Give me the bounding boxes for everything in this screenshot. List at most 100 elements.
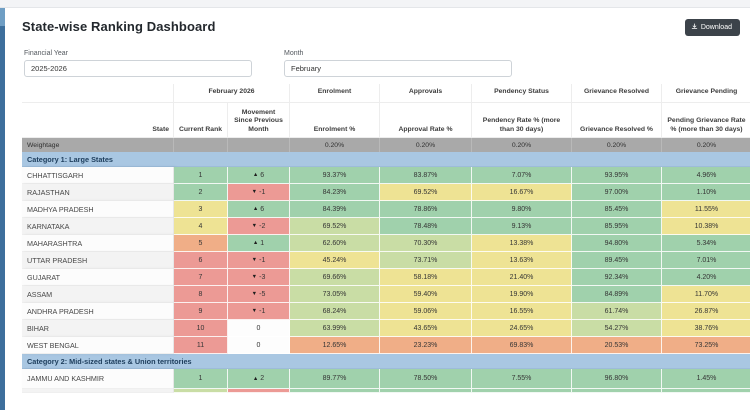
- category-header-row: Category 2: Mid-sized states & Union ter…: [22, 354, 750, 369]
- metric-cell: [290, 389, 380, 393]
- metric-cell: 83.87%: [380, 167, 472, 184]
- metric-cell: 84.23%: [290, 184, 380, 201]
- download-button[interactable]: Download: [684, 19, 740, 36]
- month-input[interactable]: [284, 60, 512, 77]
- metric-cell: 58.18%: [380, 269, 472, 286]
- state-row: BIHAR 10 0 63.99% 43.65% 24.65% 54.27% 38.76%: [22, 320, 750, 337]
- metric-cell: 13.38%: [472, 235, 572, 252]
- metric-cell: 93.95%: [572, 167, 662, 184]
- metric-cell: 73.71%: [380, 252, 472, 269]
- state-cell: ANDHRA PRADESH: [22, 303, 174, 320]
- metric-cell: 16.55%: [472, 303, 572, 320]
- metric-cell: 11.70%: [662, 286, 750, 303]
- state-row: MAHARASHTRA 5 ▲ 1 62.60% 70.30% 13.38% 94.80% 5.…: [22, 235, 750, 252]
- movement-cell: ▼ -3: [228, 269, 290, 286]
- state-cell: GUJARAT: [22, 269, 174, 286]
- movement-cell: 0: [228, 320, 290, 337]
- weightage-row: Weightage 0.20% 0.20% 0.20% 0.20% 0.20%: [22, 138, 750, 152]
- weightage-value: 0.20%: [380, 138, 472, 152]
- month-label: Month: [284, 50, 304, 57]
- state-row: WEST BENGAL 11 0 12.65% 23.23% 69.83% 20.53% 73…: [22, 337, 750, 354]
- group-header-pendency: Pendency Status: [472, 84, 572, 103]
- metric-cell: [174, 389, 228, 393]
- up-arrow-icon: ▲: [252, 375, 259, 382]
- metric-cell: 93.37%: [290, 167, 380, 184]
- col-header-state: State: [22, 103, 174, 138]
- page-title: State-wise Ranking Dashboard: [22, 19, 216, 34]
- metric-cell: 21.40%: [472, 269, 572, 286]
- metric-cell: 69.52%: [380, 184, 472, 201]
- rank-cell: 2: [174, 184, 228, 201]
- metric-cell: 13.63%: [472, 252, 572, 269]
- weightage-value: 0.20%: [472, 138, 572, 152]
- browser-chrome-strip: [0, 0, 750, 8]
- metric-cell: 9.80%: [472, 201, 572, 218]
- metric-cell: 5.34%: [662, 235, 750, 252]
- rank-cell: 1: [174, 369, 228, 389]
- weightage-empty: [174, 138, 228, 152]
- metric-cell: [380, 389, 472, 393]
- metric-cell: [662, 389, 750, 393]
- metric-cell: 20.53%: [572, 337, 662, 354]
- state-row: JAMMU AND KASHMIR 1 ▲ 2 89.77% 78.50% 7.55% 96.…: [22, 369, 750, 389]
- metric-cell: 45.24%: [290, 252, 380, 269]
- group-header-spacer: [22, 84, 174, 103]
- down-arrow-icon: ▼: [251, 189, 258, 195]
- metric-cell: 61.74%: [572, 303, 662, 320]
- metric-cell: 16.67%: [472, 184, 572, 201]
- down-arrow-icon: ▼: [251, 274, 258, 280]
- rank-cell: 3: [174, 201, 228, 218]
- state-cell: ASSAM: [22, 286, 174, 303]
- metric-cell: 59.06%: [380, 303, 472, 320]
- state-row: RAJASTHAN 2 ▼ -1 84.23% 69.52% 16.67% 97.00% 1.1…: [22, 184, 750, 201]
- metric-cell: 85.45%: [572, 201, 662, 218]
- month-group: Month: [284, 50, 512, 77]
- movement-cell: ▼ -1: [228, 252, 290, 269]
- rank-cell: 1: [174, 167, 228, 184]
- metric-cell: 84.39%: [290, 201, 380, 218]
- download-label: Download: [700, 24, 732, 31]
- metric-cell: 68.24%: [290, 303, 380, 320]
- down-arrow-icon: ▼: [251, 308, 258, 314]
- metric-cell: 70.30%: [380, 235, 472, 252]
- download-icon: [691, 23, 698, 32]
- metric-cell: 69.83%: [472, 337, 572, 354]
- metric-cell: 97.00%: [572, 184, 662, 201]
- movement-cell: ▼ -1: [228, 184, 290, 201]
- state-cell: MADHYA PRADESH: [22, 201, 174, 218]
- weightage-value: 0.20%: [290, 138, 380, 152]
- filter-bar: Financial Year Month: [5, 36, 750, 77]
- state-cell: JAMMU AND KASHMIR: [22, 369, 174, 389]
- group-header-approvals: Approvals: [380, 84, 472, 103]
- financial-year-group: Financial Year: [24, 50, 252, 77]
- col-header-movement: Movement Since Previous Month: [228, 103, 290, 138]
- down-arrow-icon: ▼: [251, 257, 258, 263]
- metric-cell: 26.87%: [662, 303, 750, 320]
- col-header-approval-rate: Approval Rate %: [380, 103, 472, 138]
- rank-cell: 11: [174, 337, 228, 354]
- rank-cell: 6: [174, 252, 228, 269]
- metric-cell: 23.23%: [380, 337, 472, 354]
- metric-cell: 73.25%: [662, 337, 750, 354]
- movement-cell: ▲ 6: [228, 167, 290, 184]
- weightage-value: 0.20%: [662, 138, 750, 152]
- metric-cell: [472, 389, 572, 393]
- metric-cell: 7.01%: [662, 252, 750, 269]
- movement-cell: ▼ -5: [228, 286, 290, 303]
- metric-cell: 10.38%: [662, 218, 750, 235]
- metric-cell: 89.45%: [572, 252, 662, 269]
- metric-cell: 78.50%: [380, 369, 472, 389]
- dashboard-card: State-wise Ranking Dashboard Download Fi…: [5, 8, 750, 410]
- rank-cell: 5: [174, 235, 228, 252]
- col-header-enrolment-pct: Enrolment %: [290, 103, 380, 138]
- metric-cell: 54.27%: [572, 320, 662, 337]
- metric-cell: 94.80%: [572, 235, 662, 252]
- metric-cell: 43.65%: [380, 320, 472, 337]
- financial-year-input[interactable]: [24, 60, 252, 77]
- col-header-current-rank: Current Rank: [174, 103, 228, 138]
- state-cell: CHHATTISGARH: [22, 167, 174, 184]
- metric-cell: 9.13%: [472, 218, 572, 235]
- movement-cell: ▲ 2: [228, 369, 290, 389]
- state-row: GUJARAT 7 ▼ -3 69.66% 58.18% 21.40% 92.34% 4.20%: [22, 269, 750, 286]
- state-cell: MAHARASHTRA: [22, 235, 174, 252]
